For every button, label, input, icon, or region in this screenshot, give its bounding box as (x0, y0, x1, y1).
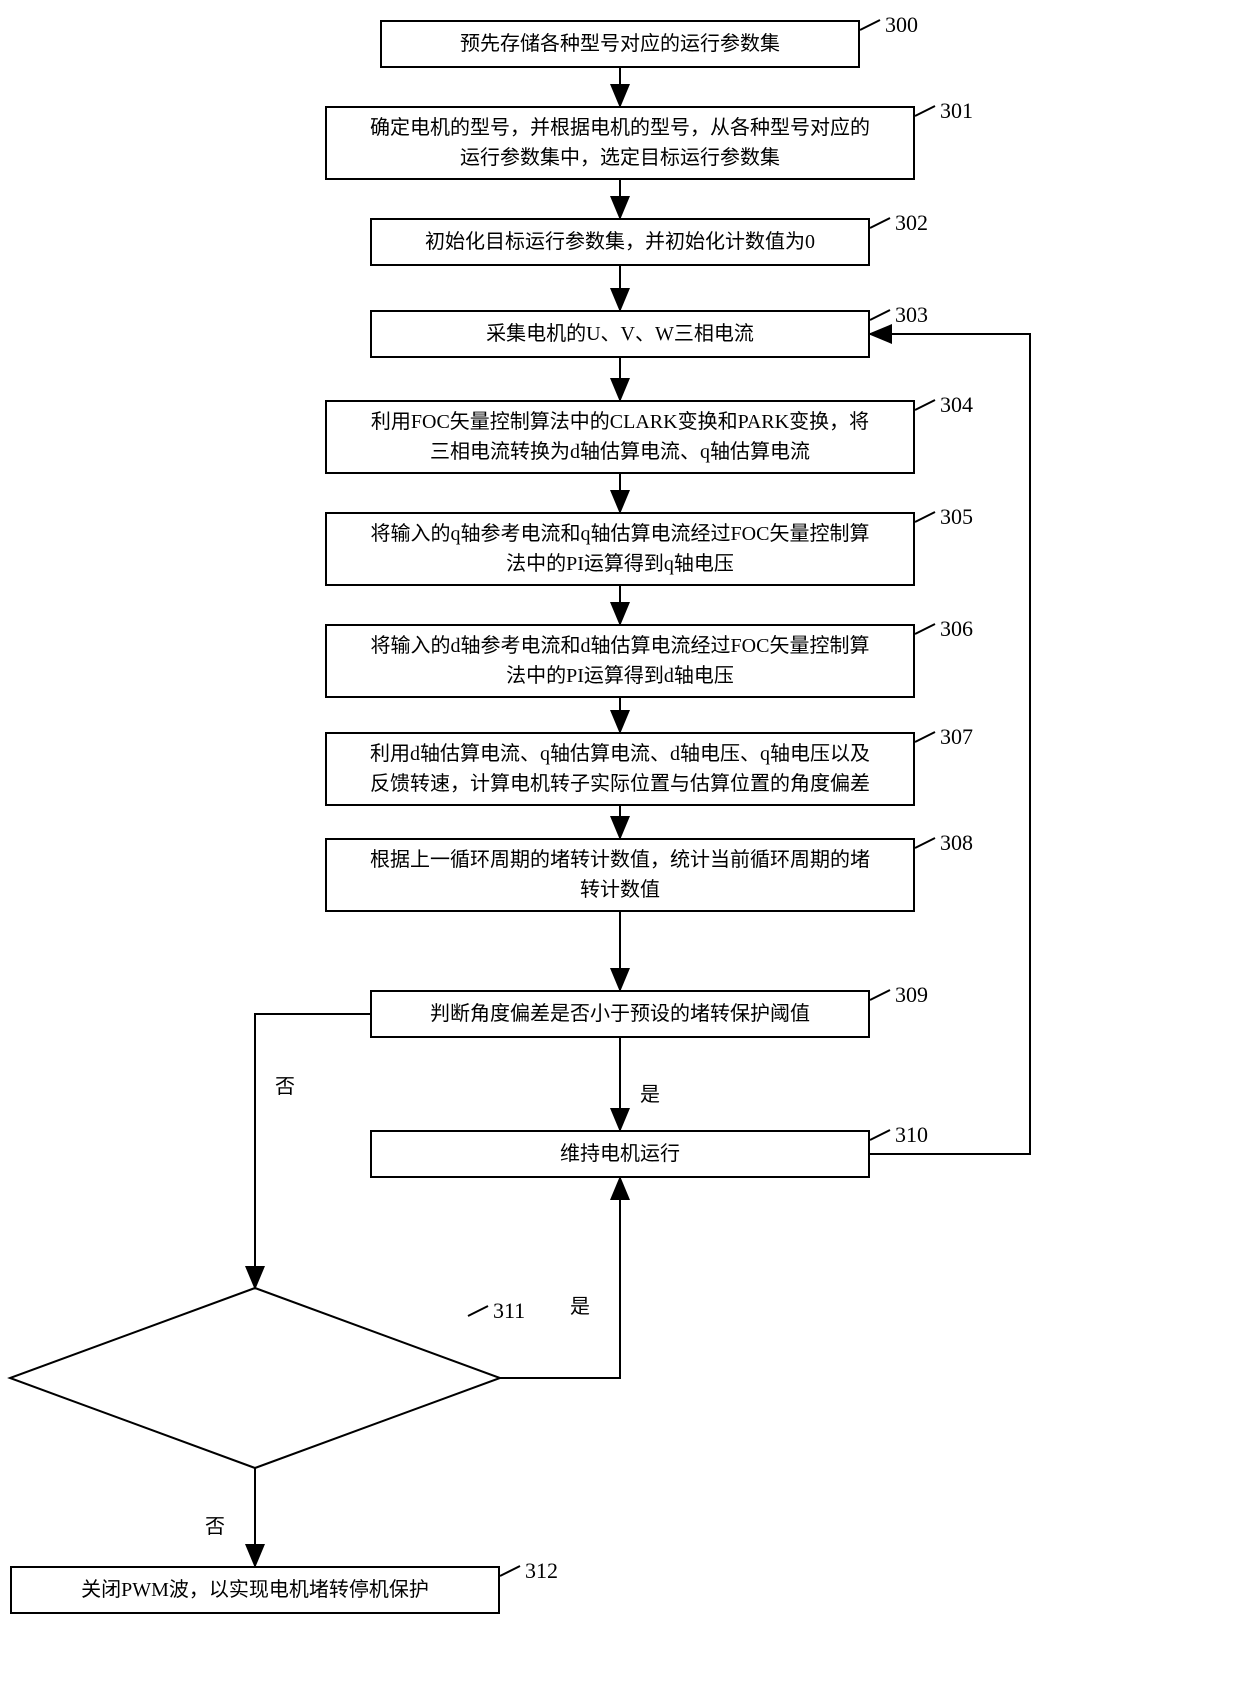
edge-label-309-yes: 是 (640, 1078, 660, 1107)
edge-label-309-no: 否 (275, 1070, 295, 1099)
node-306: 将输入的d轴参考电流和d轴估算电流经过FOC矢量控制算 法中的PI运算得到d轴电… (325, 624, 915, 698)
step-label-305: 305 (940, 504, 973, 530)
leader-312 (500, 1566, 520, 1576)
node-text: 利用d轴估算电流、q轴估算电流、d轴电压、q轴电压以及 反馈转速，计算电机转子实… (370, 739, 870, 799)
node-311-text: 判断当前循环周期的堵转计数值 是否小于预设的计数阈值 (65, 1348, 445, 1408)
node-text: 判断角度偏差是否小于预设的堵转保护阈值 (430, 999, 810, 1029)
node-308: 根据上一循环周期的堵转计数值，统计当前循环周期的堵 转计数值 (325, 838, 915, 912)
step-label-302: 302 (895, 210, 928, 236)
node-text: 预先存储各种型号对应的运行参数集 (460, 29, 780, 59)
edge-label-311-no: 否 (205, 1510, 225, 1539)
node-310: 维持电机运行 (370, 1130, 870, 1178)
leader-311 (468, 1306, 488, 1316)
node-text: 采集电机的U、V、W三相电流 (486, 319, 754, 349)
node-text: 根据上一循环周期的堵转计数值，统计当前循环周期的堵 转计数值 (370, 845, 870, 905)
leader-308 (915, 838, 935, 848)
node-303: 采集电机的U、V、W三相电流 (370, 310, 870, 358)
node-text: 确定电机的型号，并根据电机的型号，从各种型号对应的 运行参数集中，选定目标运行参… (370, 113, 870, 173)
edge-311-310 (500, 1178, 620, 1378)
node-text: 将输入的d轴参考电流和d轴估算电流经过FOC矢量控制算 法中的PI运算得到d轴电… (371, 631, 870, 691)
step-label-300: 300 (885, 12, 918, 38)
step-label-312: 312 (525, 1558, 558, 1584)
leader-300 (860, 20, 880, 30)
node-307: 利用d轴估算电流、q轴估算电流、d轴电压、q轴电压以及 反馈转速，计算电机转子实… (325, 732, 915, 806)
step-label-307: 307 (940, 724, 973, 750)
leader-303 (870, 310, 890, 320)
node-text: 关闭PWM波，以实现电机堵转停机保护 (81, 1575, 429, 1605)
node-312: 关闭PWM波，以实现电机堵转停机保护 (10, 1566, 500, 1614)
leader-309 (870, 990, 890, 1000)
edge-label-311-yes: 是 (570, 1290, 590, 1319)
leader-307 (915, 732, 935, 742)
node-text: 维持电机运行 (560, 1139, 680, 1169)
step-label-310: 310 (895, 1122, 928, 1148)
leader-310 (870, 1130, 890, 1140)
node-text: 判断当前循环周期的堵转计数值 是否小于预设的计数阈值 (115, 1352, 395, 1404)
node-302: 初始化目标运行参数集，并初始化计数值为0 (370, 218, 870, 266)
step-label-303: 303 (895, 302, 928, 328)
step-label-304: 304 (940, 392, 973, 418)
leader-302 (870, 218, 890, 228)
node-309: 判断角度偏差是否小于预设的堵转保护阈值 (370, 990, 870, 1038)
leader-301 (915, 106, 935, 116)
step-label-311: 311 (493, 1298, 525, 1324)
leader-306 (915, 624, 935, 634)
step-label-301: 301 (940, 98, 973, 124)
leader-305 (915, 512, 935, 522)
step-label-308: 308 (940, 830, 973, 856)
node-304: 利用FOC矢量控制算法中的CLARK变换和PARK变换，将 三相电流转换为d轴估… (325, 400, 915, 474)
node-305: 将输入的q轴参考电流和q轴估算电流经过FOC矢量控制算 法中的PI运算得到q轴电… (325, 512, 915, 586)
leader-304 (915, 400, 935, 410)
edge-309-311 (255, 1014, 370, 1288)
node-text: 初始化目标运行参数集，并初始化计数值为0 (425, 227, 815, 257)
step-label-309: 309 (895, 982, 928, 1008)
node-text: 利用FOC矢量控制算法中的CLARK变换和PARK变换，将 三相电流转换为d轴估… (371, 407, 869, 467)
node-300: 预先存储各种型号对应的运行参数集 (380, 20, 860, 68)
node-301: 确定电机的型号，并根据电机的型号，从各种型号对应的 运行参数集中，选定目标运行参… (325, 106, 915, 180)
node-text: 将输入的q轴参考电流和q轴估算电流经过FOC矢量控制算 法中的PI运算得到q轴电… (371, 519, 870, 579)
step-label-306: 306 (940, 616, 973, 642)
